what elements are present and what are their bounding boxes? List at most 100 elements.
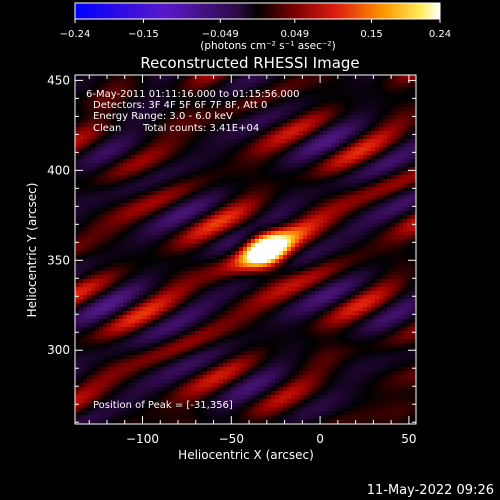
heatmap-cell xyxy=(127,167,132,172)
heatmap-cell xyxy=(95,211,100,216)
heatmap-cell xyxy=(139,127,144,132)
heatmap-cell xyxy=(103,247,108,252)
heatmap-cell xyxy=(107,167,112,172)
heatmap-cell xyxy=(91,187,96,192)
heatmap-cell xyxy=(399,119,404,124)
heatmap-cell xyxy=(159,115,164,120)
heatmap-cell xyxy=(327,123,332,128)
heatmap-cell xyxy=(395,179,400,184)
heatmap-cell xyxy=(279,143,284,148)
heatmap-cell xyxy=(367,75,372,80)
heatmap-cell xyxy=(315,167,320,172)
heatmap-cell xyxy=(295,271,300,276)
heatmap-cell xyxy=(155,79,160,84)
heatmap-cell xyxy=(387,175,392,180)
heatmap-cell xyxy=(371,191,376,196)
heatmap-cell xyxy=(251,179,256,184)
heatmap-cell xyxy=(131,103,136,108)
heatmap-cell xyxy=(235,287,240,292)
heatmap-cell xyxy=(403,271,408,276)
heatmap-cell xyxy=(255,171,260,176)
heatmap-cell xyxy=(375,247,380,252)
heatmap-cell xyxy=(163,143,168,148)
heatmap-cell xyxy=(411,255,416,260)
heatmap-cell xyxy=(327,131,332,136)
heatmap-cell xyxy=(271,211,276,216)
heatmap-cell xyxy=(279,159,284,164)
heatmap-cell xyxy=(131,79,136,84)
heatmap-cell xyxy=(359,175,364,180)
heatmap-cell xyxy=(183,139,188,144)
heatmap-cell xyxy=(127,115,132,120)
heatmap-cell xyxy=(203,207,208,212)
heatmap-cell xyxy=(239,195,244,200)
heatmap-cell xyxy=(231,227,236,232)
heatmap-cell xyxy=(279,211,284,216)
heatmap-cell xyxy=(235,167,240,172)
heatmap-cell xyxy=(367,275,372,280)
heatmap-cell xyxy=(111,291,116,296)
heatmap-cell xyxy=(255,111,260,116)
heatmap-cell xyxy=(155,171,160,176)
heatmap-cell xyxy=(163,115,168,120)
heatmap-cell xyxy=(371,227,376,232)
heatmap-cell xyxy=(119,243,124,248)
heatmap-cell xyxy=(187,267,192,272)
heatmap-cell xyxy=(255,187,260,192)
heatmap-cell xyxy=(183,99,188,104)
heatmap-cell xyxy=(115,255,120,260)
heatmap-cell xyxy=(243,219,248,224)
heatmap-cell xyxy=(355,103,360,108)
heatmap-cell xyxy=(211,159,216,164)
heatmap-cell xyxy=(223,155,228,160)
heatmap-cell xyxy=(203,231,208,236)
heatmap-cell xyxy=(111,147,116,152)
heatmap-cell xyxy=(259,199,264,204)
heatmap-cell xyxy=(263,215,268,220)
heatmap-cell xyxy=(335,183,340,188)
heatmap-cell xyxy=(239,299,244,304)
heatmap-cell xyxy=(167,291,172,296)
heatmap-cell xyxy=(307,251,312,256)
heatmap-cell xyxy=(407,203,412,208)
heatmap-cell xyxy=(215,295,220,300)
heatmap-cell xyxy=(91,151,96,156)
heatmap-cell xyxy=(279,207,284,212)
heatmap-cell xyxy=(159,239,164,244)
heatmap-cell xyxy=(327,151,332,156)
heatmap-cell xyxy=(115,231,120,236)
heatmap-cell xyxy=(191,279,196,284)
heatmap-cell xyxy=(135,79,140,84)
heatmap-cell xyxy=(115,95,120,100)
heatmap-cell xyxy=(155,271,160,276)
heatmap-cell xyxy=(151,235,156,240)
heatmap-cell xyxy=(191,135,196,140)
heatmap-cell xyxy=(311,263,316,268)
heatmap-cell xyxy=(183,223,188,228)
heatmap-cell xyxy=(271,267,276,272)
heatmap-cell xyxy=(407,247,412,252)
heatmap-cell xyxy=(299,259,304,264)
heatmap-cell xyxy=(291,175,296,180)
heatmap-cell xyxy=(391,203,396,208)
heatmap-cell xyxy=(143,111,148,116)
heatmap-cell xyxy=(147,183,152,188)
heatmap-cell xyxy=(295,239,300,244)
heatmap-cell xyxy=(183,127,188,132)
heatmap-cell xyxy=(387,183,392,188)
heatmap-cell xyxy=(311,187,316,192)
heatmap-cell xyxy=(127,287,132,292)
heatmap-cell xyxy=(399,295,404,300)
heatmap-cell xyxy=(247,183,252,188)
heatmap-cell xyxy=(183,227,188,232)
heatmap-cell xyxy=(75,163,80,168)
heatmap-cell xyxy=(79,299,84,304)
heatmap-cell xyxy=(231,207,236,212)
heatmap-cell xyxy=(131,303,136,308)
heatmap-cell xyxy=(167,203,172,208)
heatmap-cell xyxy=(163,187,168,192)
heatmap-cell xyxy=(359,119,364,124)
heatmap-cell xyxy=(327,303,332,308)
heatmap-cell xyxy=(87,287,92,292)
heatmap-cell xyxy=(331,235,336,240)
